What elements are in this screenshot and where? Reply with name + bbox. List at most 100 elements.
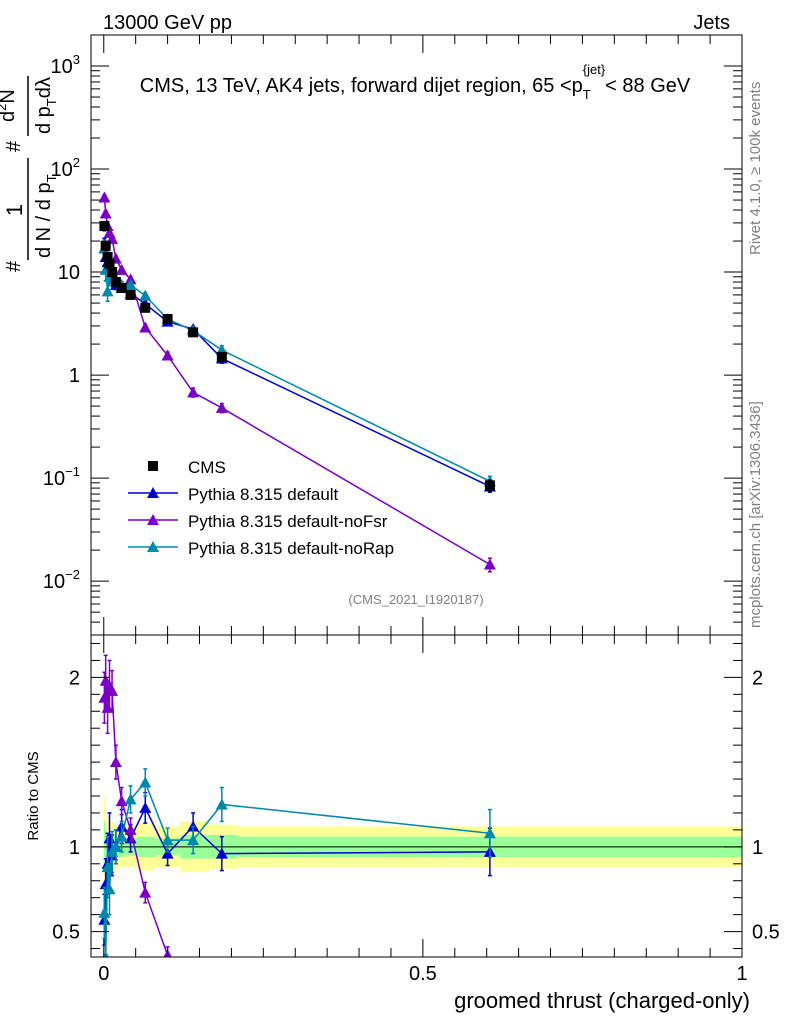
ratio-point-pythia-8-315-default-norap [115,830,128,842]
ratio-point-pythia-8-315-default-nofsr [101,701,114,713]
ratio-point-pythia-8-315-default-norap [124,793,137,805]
ratio-point-pythia-8-315-default-nofsr [139,886,152,898]
ratio-point-pythia-8-315-default-nofsr [124,823,137,835]
legend-marker-pythia-8-315-default [147,487,159,498]
ratio-point-pythia-8-315-default-nofsr [106,684,119,696]
main-y-axis-label: # 1 d N / d pT # d2N d pTdλ [0,76,59,272]
ratio-point-pythia-8-315-default-nofsr [115,795,128,807]
main-y-tick-label: 102 [51,155,80,181]
data-point-pythia-8-315-default-nofsr [215,401,228,413]
ratio-plot-panel: 0.5 0.51 12 20 0.5 1 Ratio to CMS groomed thr… [25,634,780,1013]
ylabel-num-2-text: d [0,111,19,122]
legend-label-pythia-8-315-default-norap: Pythia 8.315 default-noRap [188,539,394,558]
x-tick-label: 0.5 [409,963,437,985]
ratio-point-pythia-8-315-default [161,847,174,859]
ylabel-num-2: d2N [0,89,19,122]
main-y-tick-label: 10−1 [43,464,80,490]
main-axis-ticks [91,34,743,636]
ratio-point-pythia-8-315-default-norap [139,776,152,788]
analysis-watermark: (CMS_2021_I1920187) [348,592,483,607]
process-label: Jets [693,12,730,34]
ratio-axis-ticks: 0.5 0.51 12 20 0.5 1 [52,635,780,985]
main-y-tick-exp: 3 [73,52,80,67]
ratio-y-tick-label-right: 2 [752,667,763,689]
data-point-pythia-8-315-default-nofsr [98,191,111,203]
data-point-cms [216,351,227,362]
data-point-cms [188,327,199,338]
main-y-tick-base: 10 [43,571,65,593]
ratio-y-tick-label-left: 2 [69,667,80,689]
data-point-pythia-8-315-default-nofsr [483,558,496,570]
ratio-y-tick-label-right: 1 [752,837,763,859]
ratio-point-pythia-8-315-default-norap [161,834,174,846]
legend-marker-cms [148,461,158,471]
ylabel-den-2-after: dλ [33,77,55,98]
data-point-pythia-8-315-default-norap [139,289,152,301]
title-text-sub: T [583,87,591,102]
main-y-tick-base: 10 [51,56,73,78]
data-point-cms [107,267,118,278]
data-point-pythia-8-315-default-norap [124,278,137,290]
ratio-series-pythia-8-315-default-nofsr [98,654,228,984]
legend-label-pythia-8-315-default: Pythia 8.315 default [188,485,339,504]
x-tick-label: 1 [736,963,747,985]
legend-label-cms: CMS [188,458,226,477]
mcplots-label: mcplots.cern.ch [arXiv:1306.3436] [747,401,764,628]
series-line-pythia-8-315-default-nofsr [103,197,491,566]
legend: CMS Pythia 8.315 default Pythia 8.315 defa… [128,458,394,558]
ylabel-num-1: 1 [2,204,27,216]
rivet-version-label: Rivet 4.1.0, ≥ 100k events [747,82,764,255]
ratio-point-pythia-8-315-default-norap [483,827,496,839]
main-y-tick-base: 10 [51,159,73,181]
ratio-point-pythia-8-315-default-norap [215,798,228,810]
main-series-group [98,191,496,573]
data-point-cms [125,289,136,300]
data-point-cms [100,240,111,251]
ratio-y-axis-label: Ratio to CMS [25,751,42,840]
title-text-before: CMS, 13 TeV, AK4 jets, forward dijet reg… [140,75,583,97]
series-cms [99,220,495,492]
title-text-sup: {jet} [583,62,606,77]
data-point-cms [104,258,115,269]
ratio-point-pythia-8-315-default-norap [101,861,114,873]
data-point-cms [110,277,121,288]
data-point-pythia-8-315-default-nofsr [187,386,200,398]
main-y-tick-base: 10 [43,468,65,490]
main-y-tick-exp: 2 [73,155,80,170]
ylabel-den-1-sub: T [44,174,59,182]
ratio-point-pythia-8-315-default-nofsr [216,973,228,984]
ratio-point-pythia-8-315-default-nofsr [187,968,199,979]
ratio-series-pythia-8-315-default-norap [98,768,496,957]
series-line-pythia-8-315-default [103,248,491,488]
ratio-clipped-group [98,654,496,984]
main-y-tick-exp: −2 [65,567,80,582]
ratio-series-group [98,654,496,984]
data-point-pythia-8-315-default-nofsr [161,349,174,361]
ylabel-num-2-sup: 2 [0,104,9,111]
ratio-y-tick-label-right: 0.5 [752,922,780,944]
data-point-pythia-8-315-default-nofsr [139,321,152,333]
ratio-point-pythia-8-315-default-norap [187,834,200,846]
data-point-cms [162,314,173,325]
x-axis-label: groomed thrust (charged-only) [454,988,750,1013]
ylabel-hash-1: # [3,260,25,272]
ratio-y-tick-label-left: 0.5 [52,922,80,944]
legend-marker-pythia-8-315-default-nofsr [147,514,159,525]
main-y-tick-base: 1 [69,365,80,387]
series-pythia-8-315-default-norap [98,239,496,488]
ratio-line-pythia-8-315-default-norap [103,781,490,957]
energy-label: 13000 GeV pp [103,12,232,34]
data-point-pythia-8-315-default-nofsr [124,273,137,285]
main-plot-title: CMS, 13 TeV, AK4 jets, forward dijet reg… [140,62,691,102]
ylabel-den-2-text: d p [33,106,55,134]
main-y-tick-exp: −1 [65,464,80,479]
ratio-point-pythia-8-315-default [139,801,152,813]
ylabel-den-2: d pTdλ [33,77,59,134]
series-pythia-8-315-default [98,237,496,493]
ylabel-hash-2: # [3,140,25,152]
data-point-cms [484,480,495,491]
ylabel-den-1-text: d N / d p [33,182,55,258]
